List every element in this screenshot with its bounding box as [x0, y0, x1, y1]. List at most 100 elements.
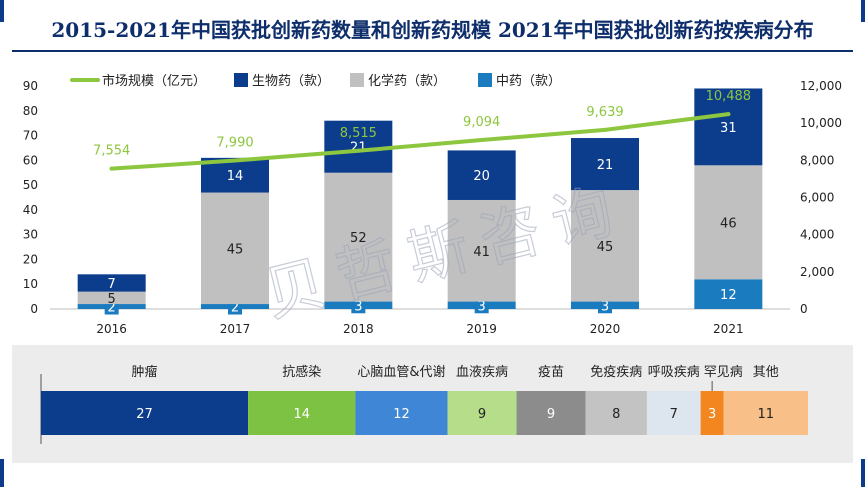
y-right-tick-label: 10,000 [800, 116, 842, 130]
market-size-label: 9,094 [463, 115, 500, 130]
bar-segment-biologic [324, 120, 393, 173]
x-tick-label: 2017 [220, 322, 251, 336]
disease-value-label: 9 [547, 407, 555, 422]
x-tick-label: 2018 [343, 322, 374, 336]
corner-bottom-left [0, 459, 4, 487]
market-size-point [603, 127, 607, 132]
y-right-tick-label: 8,000 [800, 153, 834, 167]
disease-category-label: 疫苗 [538, 364, 564, 380]
bar-segment-biologic [447, 150, 516, 200]
disease-value-label: 7 [670, 407, 678, 422]
x-tick-label: 2019 [466, 322, 497, 336]
legend-swatch-chemical [350, 73, 364, 87]
market-size-label: 9,639 [586, 105, 623, 120]
disease-value-label: 8 [612, 407, 620, 422]
y-left-tick-label: 20 [23, 252, 38, 266]
bar-value-label: 3 [601, 299, 609, 314]
corner-top-right [861, 0, 865, 22]
bar-segment-chemical [694, 165, 763, 280]
bar-value-label: 12 [720, 288, 737, 303]
x-tick-label: 2020 [590, 322, 621, 336]
bar-value-label: 45 [227, 242, 244, 257]
bar-segment-chemical [571, 190, 639, 302]
disease-category-label: 抗感染 [282, 364, 321, 380]
disease-category-label: 肿瘤 [132, 364, 158, 380]
disease-segment [447, 391, 517, 435]
y-left-tick-label: 80 [23, 104, 38, 118]
y-left-tick-label: 70 [23, 129, 38, 143]
bar-segment-chemical [324, 172, 393, 302]
bar-segment-chemical [77, 291, 146, 305]
disease-segment [355, 391, 448, 435]
disease-value-label: 14 [294, 407, 311, 422]
bar-value-label: 52 [350, 231, 367, 246]
bar-value-label: 2 [231, 301, 239, 316]
x-tick-label: 2021 [713, 322, 744, 336]
bar-value-label: 45 [597, 240, 614, 255]
market-size-point [109, 166, 114, 171]
market-size-point [726, 112, 731, 117]
disease-category-label: 血液疾病 [456, 365, 508, 380]
disease-category-label: 心脑血管&代谢 [357, 364, 445, 380]
y-right-tick-label: 6,000 [800, 191, 834, 205]
legend-label: 生物药（款） [252, 74, 330, 89]
market-size-label: 7,990 [216, 136, 253, 151]
bar-value-label: 3 [354, 299, 362, 314]
bar-value-label: 21 [597, 158, 614, 173]
disease-value-label: 9 [478, 407, 486, 422]
bar-value-label: 2 [108, 301, 116, 316]
disease-category-label: 免疫疾病 [590, 364, 642, 380]
legend-swatch-biologic [234, 73, 248, 87]
watermark-text: 贝哲斯咨询 [258, 173, 634, 330]
disease-segment [41, 391, 249, 435]
y-left-tick-label: 60 [23, 153, 38, 167]
bar-segment-biologic [77, 274, 146, 292]
bar-segment-tcm [694, 279, 763, 309]
legend-label: 化学药（款） [368, 73, 446, 89]
title-underline [12, 50, 853, 52]
disease-segment [585, 391, 647, 435]
disease-category-label: 罕见病 [704, 365, 743, 380]
disease-value-label: 11 [758, 407, 775, 422]
y-right-tick-label: 12,000 [800, 79, 842, 93]
market-size-line [109, 112, 731, 171]
market-size-point [479, 138, 484, 143]
market-size-point [233, 158, 237, 163]
market-size-label: 10,488 [706, 89, 752, 104]
corner-bottom-right [861, 459, 865, 487]
disease-category-label: 其他 [753, 365, 779, 380]
legend-label: 市场规模（亿元） [102, 73, 206, 89]
bar-value-label: 7 [108, 277, 116, 292]
y-left-tick-label: 0 [30, 302, 38, 316]
y-right-tick-label: 0 [800, 302, 808, 316]
y-right-tick-label: 4,000 [800, 228, 834, 242]
bar-segment-chemical [201, 192, 269, 305]
bar-segment-biologic [694, 88, 763, 166]
y-left-tick-label: 90 [23, 79, 38, 93]
y-left-tick-label: 40 [23, 203, 38, 217]
bar-segment-biologic [571, 138, 639, 191]
corner-top-left [0, 0, 4, 22]
bar-value-label: 31 [720, 121, 737, 136]
disease-value-label: 12 [393, 407, 410, 422]
disease-segment [646, 391, 701, 435]
bar-value-label: 46 [720, 216, 737, 231]
market-size-point [356, 148, 361, 153]
y-left-tick-label: 50 [23, 178, 38, 192]
bar-value-label: 3 [478, 299, 486, 314]
disease-segment [723, 391, 808, 435]
market-size-label: 8,515 [340, 126, 377, 141]
x-tick-label: 2016 [96, 322, 127, 336]
disease-segment [516, 391, 586, 435]
page-title: 2015-2021年中国获批创新药数量和创新药规模 2021年中国获批创新药按疾… [51, 18, 814, 42]
disease-segment [248, 391, 356, 435]
bar-value-label: 14 [227, 169, 244, 184]
bar-value-label: 20 [473, 169, 490, 184]
bar-value-label: 5 [108, 292, 116, 307]
y-right-tick-label: 2,000 [800, 265, 834, 279]
legend: 市场规模（亿元） 生物药（款） 化学药（款） 中药（款） [70, 73, 561, 89]
disease-category-label: 呼吸疾病 [648, 365, 700, 380]
